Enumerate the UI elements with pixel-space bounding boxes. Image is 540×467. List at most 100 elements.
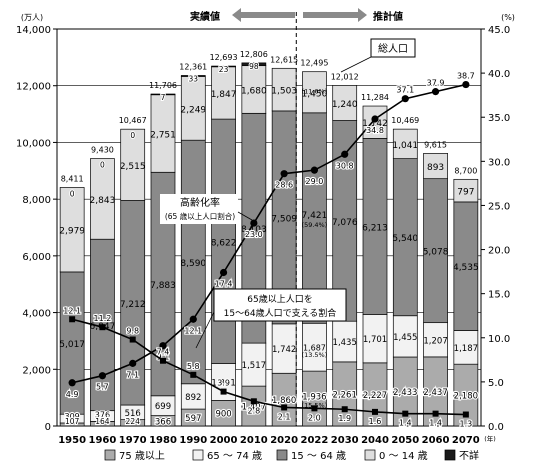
right-tick-label: 35.0 — [488, 113, 510, 124]
support-ratio-label: 12.1 — [63, 306, 81, 315]
aging-rate-note: (65 歳以上人口割合) — [165, 211, 235, 221]
bar-segment — [332, 85, 358, 121]
aging-rate-leader — [237, 211, 253, 221]
support-ratio-title-line2: 15～64歳人口で支える割合 — [224, 307, 337, 319]
working-age-value-label: 5,540 — [392, 234, 418, 244]
aging-rate-label: 5.7 — [96, 383, 109, 392]
x-tick-label: 1970 — [119, 435, 147, 446]
x-tick-label: 2030 — [331, 435, 359, 446]
support-ratio-point — [341, 406, 348, 413]
total-value-label: 11,706 — [149, 81, 177, 90]
bar-segment — [332, 361, 358, 427]
x-tick-label: 2070 — [452, 435, 480, 446]
total-value-label: 12,693 — [210, 53, 238, 62]
aging-rate-point — [159, 342, 167, 350]
total-population-box — [370, 38, 416, 58]
projected-label: 推計値 — [373, 10, 403, 23]
aging-rate-title: 高齢化率 — [180, 196, 220, 209]
support-ratio-point — [160, 357, 166, 364]
support-ratio-point — [372, 408, 378, 415]
young-old-value-label: 1,742 — [272, 345, 296, 355]
support-ratio-label: 2.8 — [247, 406, 260, 415]
bar-segment — [271, 67, 297, 112]
support-ratio-line — [71, 318, 466, 416]
right-tick-label: 40.0 — [488, 69, 510, 80]
total-value-label: 12,615 — [270, 55, 298, 64]
aging-rate-point — [250, 219, 258, 227]
young-old-value-label: 1,207 — [423, 336, 447, 346]
total-value-label: 12,806 — [240, 50, 268, 59]
left-tick-label: 10,000 — [16, 138, 51, 149]
young-old-value-label: 699 — [155, 402, 171, 412]
x-tick-label: 1960 — [89, 435, 117, 446]
working-age-value-label: 8,622 — [211, 238, 237, 248]
total-value-label: 12,495 — [300, 59, 328, 68]
child-value-label: 1,680 — [241, 86, 267, 96]
x-tick-label: 2060 — [422, 435, 450, 446]
left-tick-label: 14,000 — [16, 25, 51, 36]
bar-segment — [150, 93, 176, 96]
child-value-label: 797 — [457, 188, 474, 198]
young-old-value-label: 1,435 — [333, 338, 357, 348]
aging-rate-label: 9.1 — [157, 353, 170, 362]
aging-rate-point — [431, 88, 440, 96]
young-old-value-label: 1,301 — [211, 379, 235, 389]
young-old-value-label: 309 — [65, 412, 80, 421]
young-old-value-label: 1,701 — [363, 335, 387, 345]
working-age-value-label: 7,883 — [150, 281, 176, 291]
x-tick-label: 1980 — [149, 435, 177, 446]
old-old-value-label: 107 — [65, 417, 80, 426]
total-population-leader — [340, 56, 372, 73]
bar-segment — [241, 385, 267, 427]
aging-rate-point — [371, 115, 379, 123]
x-tick-label: 2050 — [391, 435, 419, 446]
x-tick-label: 2020 — [270, 435, 298, 446]
bar-segment — [90, 158, 115, 240]
old-old-value-label: 1,936 — [302, 393, 326, 403]
total-value-label: 9,615 — [424, 140, 447, 149]
old-old-value-label: 1,407 — [242, 403, 266, 413]
support-ratio-label: 2.1 — [278, 412, 291, 421]
aging-rate-label: 38.7 — [457, 72, 475, 81]
legend-swatch — [364, 449, 376, 461]
child-value-label: 1,450 — [302, 89, 328, 99]
legend-label: 65 ～ 74 歳 — [207, 450, 262, 462]
x-axis-unit: (年) — [484, 434, 496, 443]
unknown-value-label: 33 — [189, 74, 199, 83]
actual-label: 実績値 — [190, 10, 220, 23]
bar-segment — [241, 62, 267, 67]
support-ratio-point — [190, 371, 197, 378]
legend-swatch — [276, 449, 288, 461]
bar-segment — [271, 372, 297, 427]
young-old-value-label: 516 — [125, 409, 141, 419]
child-value-label: 2,979 — [59, 227, 85, 237]
left-tick-label: 8,000 — [22, 195, 51, 206]
aging-rate-point — [129, 359, 137, 367]
right-tick-label: 15.0 — [488, 290, 510, 301]
legend-swatch — [192, 449, 204, 461]
right-tick-label: 45.0 — [488, 25, 510, 36]
old-old-value-label: 900 — [215, 410, 231, 420]
working-age-value-label: 8,590 — [180, 259, 206, 269]
legend-label: 0 ～ 14 歳 — [379, 450, 428, 462]
child-value-label: 2,751 — [150, 130, 176, 140]
bar-segment — [302, 71, 327, 114]
left-tick-label: 0 — [45, 422, 51, 433]
right-tick-label: 25.0 — [488, 201, 510, 212]
old-old-value-label: 366 — [155, 417, 171, 427]
old-old-value-label: 2,227 — [363, 391, 387, 401]
bar-segment — [180, 76, 206, 141]
right-tick-label: 0.0 — [488, 422, 504, 433]
aging-rate-label: 23.0 — [245, 230, 263, 239]
right-tick-label: 5.0 — [488, 378, 504, 389]
support-ratio-callout-box — [213, 288, 347, 322]
projected-arrow — [303, 8, 367, 22]
left-tick-label: 4,000 — [22, 309, 51, 320]
young-old-value-label: 1,517 — [242, 361, 266, 371]
legend-label: 75 歳以上 — [119, 450, 165, 462]
total-value-label: 8,411 — [61, 174, 84, 183]
aging-rate-point — [280, 170, 288, 178]
share-2022-young-old: (13.5%) — [302, 351, 328, 359]
child-value-label: 2,843 — [90, 196, 116, 206]
aging-rate-point — [462, 80, 470, 89]
